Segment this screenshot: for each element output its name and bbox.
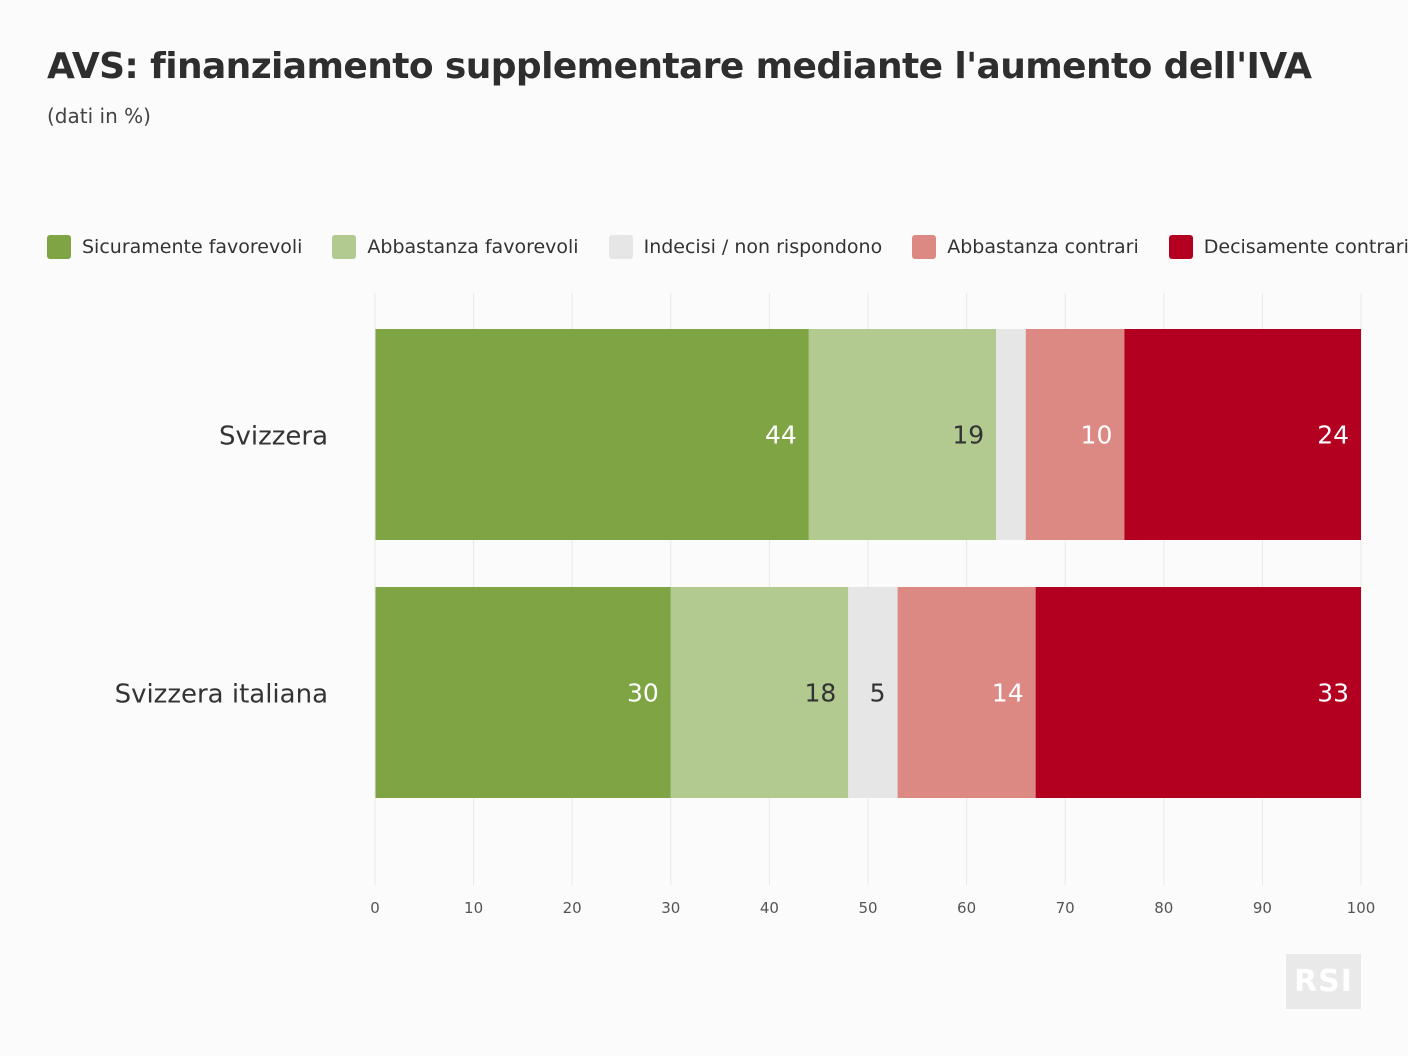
legend-label: Indecisi / non rispondono: [643, 236, 883, 258]
chart-title: AVS: finanziamento supplementare mediant…: [47, 46, 1312, 87]
legend-swatch: [1168, 235, 1193, 259]
legend-item: Abbastanza favorevoli: [332, 235, 579, 259]
bar-segment: [848, 587, 898, 798]
x-tick-label: 70: [1056, 899, 1075, 917]
category-label: Svizzera italiana: [115, 680, 328, 710]
x-tick-label: 100: [1347, 899, 1376, 917]
x-tick-label: 90: [1253, 899, 1272, 917]
legend-label: Abbastanza contrari: [947, 236, 1139, 258]
legend-swatch: [332, 235, 357, 259]
x-tick-label: 10: [464, 899, 483, 917]
x-tick-label: 40: [760, 899, 779, 917]
legend-swatch: [47, 235, 71, 259]
bar-segment: [375, 329, 809, 540]
x-tick-label: 60: [957, 899, 976, 917]
bar-segment: [375, 587, 671, 798]
data-label: 24: [1317, 421, 1349, 450]
legend-label: Abbastanza favorevoli: [367, 236, 579, 258]
data-label: 44: [765, 421, 797, 450]
data-label: 14: [992, 679, 1024, 708]
data-label: 10: [1081, 421, 1113, 450]
legend-swatch: [912, 235, 937, 259]
bar-segment: [996, 329, 1026, 540]
bar-segment: [808, 329, 997, 540]
x-tick-label: 50: [858, 899, 877, 917]
chart-legend: Sicuramente favorevoli Abbastanza favorev…: [47, 234, 1408, 260]
rsi-logo-text: RSI: [1294, 964, 1353, 999]
rsi-logo: RSI: [1286, 954, 1361, 1009]
bar-segment: [670, 587, 849, 798]
data-label: 18: [804, 679, 836, 708]
x-tick-label: 30: [661, 899, 680, 917]
legend-item: Decisamente contrari: [1168, 235, 1408, 259]
data-label: 33: [1317, 679, 1349, 708]
legend-label: Sicuramente favorevoli: [82, 236, 303, 258]
legend-swatch: [608, 235, 633, 259]
x-tick-label: 80: [1154, 899, 1173, 917]
legend-label: Decisamente contrari: [1203, 236, 1408, 258]
x-tick-label: 0: [370, 899, 380, 917]
bar-segment: [1025, 329, 1125, 540]
legend-item: Abbastanza contrari: [912, 235, 1139, 259]
x-tick-label: 20: [563, 899, 582, 917]
category-label: Svizzera: [219, 422, 328, 452]
data-label: 19: [952, 421, 984, 450]
data-label: 5: [870, 679, 886, 708]
chart-subtitle: (dati in %): [47, 104, 151, 128]
bar-segment: [1035, 587, 1361, 798]
legend-item: Sicuramente favorevoli: [47, 235, 302, 259]
legend-item: Indecisi / non rispondono: [608, 235, 883, 259]
data-label: 30: [627, 679, 659, 708]
bar-segment: [897, 587, 1036, 798]
bar-segment: [1124, 329, 1361, 540]
